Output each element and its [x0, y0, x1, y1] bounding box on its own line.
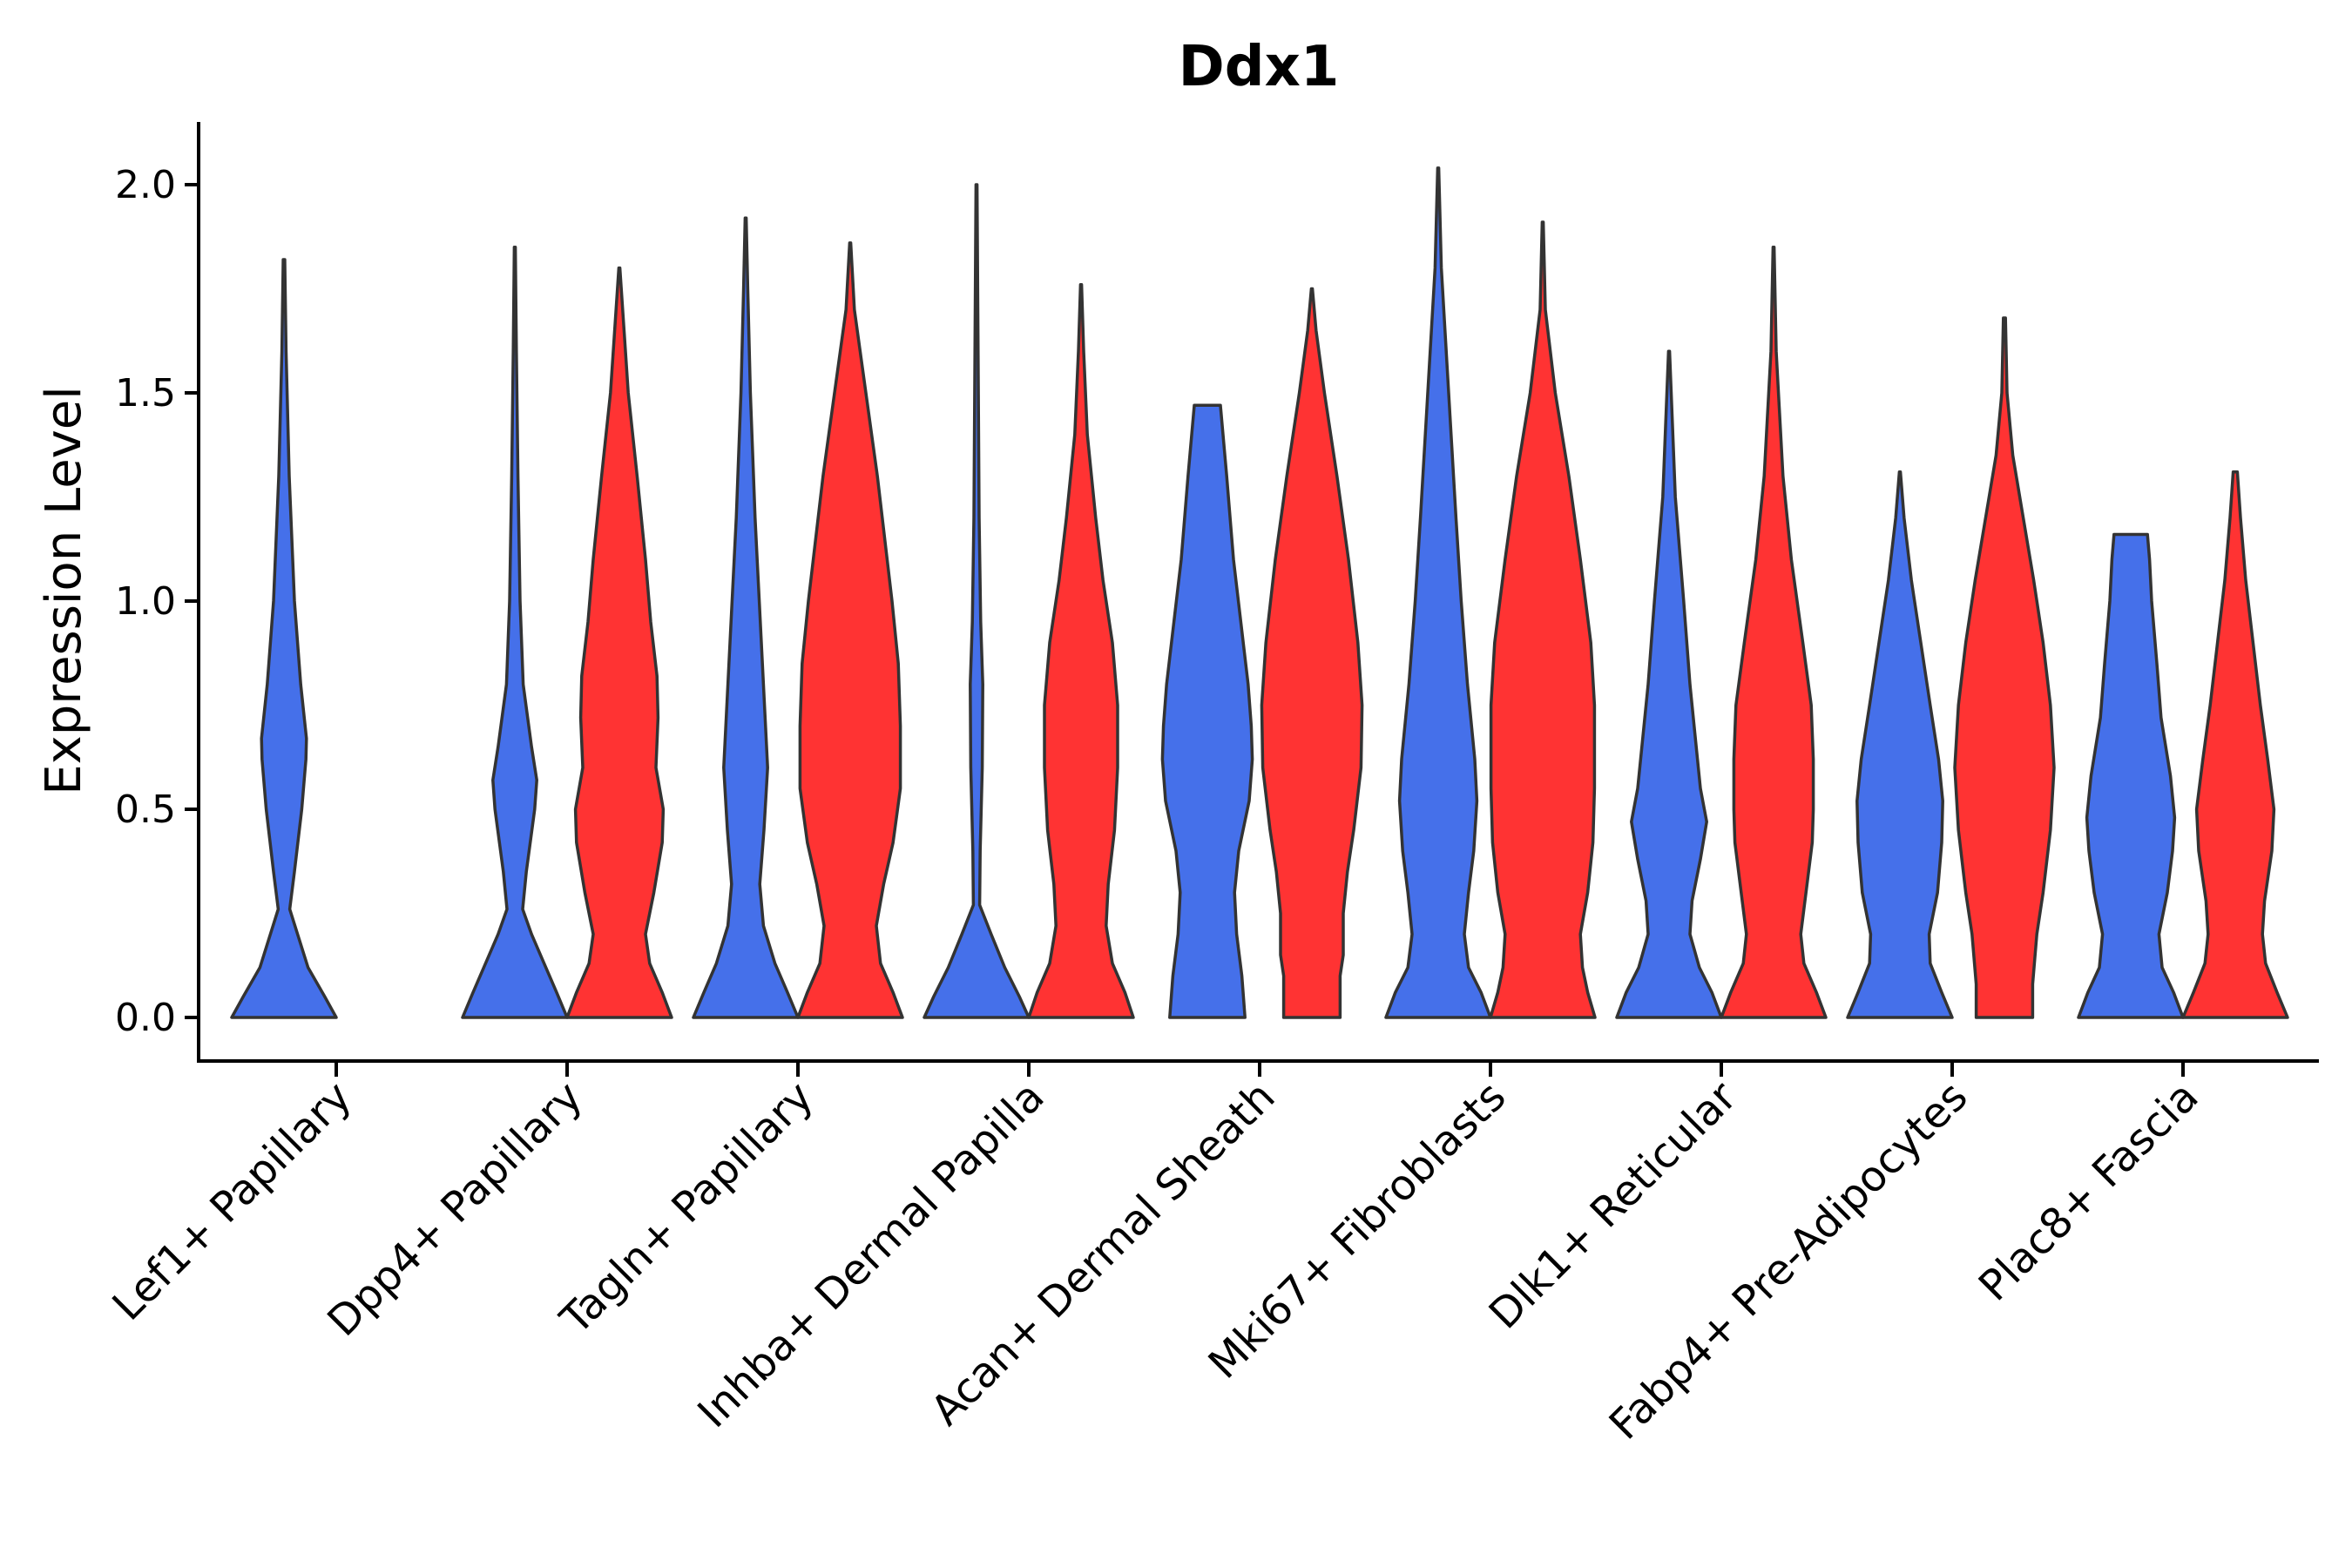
chart-title: Ddx1: [1179, 35, 1340, 99]
y-tick-label: 0.0: [115, 996, 176, 1040]
y-axis-label: Expression Level: [36, 386, 92, 795]
y-tick-label: 1.5: [115, 371, 176, 416]
y-axis-ticks: 0.0 0.5 1.0 1.5 2.0: [115, 163, 199, 1040]
violin-blue: [1160, 403, 1254, 1019]
violin-blue: [461, 245, 569, 1019]
violin-blue: [230, 258, 338, 1019]
violin-red: [1027, 282, 1135, 1019]
y-tick-label: 0.5: [115, 787, 176, 832]
x-category-label: Lef1+ Papillary: [104, 1072, 362, 1330]
violin-red: [1953, 316, 2056, 1019]
violin-blue: [1384, 166, 1492, 1019]
y-tick-label: 1.0: [115, 579, 176, 624]
violin-red: [565, 266, 673, 1019]
x-category-label: Dpp4+ Papillary: [318, 1072, 591, 1346]
y-tick-label: 2.0: [115, 163, 176, 207]
violin-red: [1489, 220, 1597, 1019]
violin-blue: [1846, 470, 1954, 1019]
violin-blue: [2077, 532, 2185, 1019]
x-category-label: Tagln+ Papillary: [551, 1072, 822, 1344]
violin-red: [2181, 470, 2289, 1019]
violin-blue: [692, 216, 800, 1019]
x-category-label: Dlk1+ Reticular: [1480, 1072, 1747, 1339]
x-category-label: Plac8+ Fascia: [1970, 1072, 2208, 1311]
violin-red: [1260, 287, 1364, 1019]
violin-red: [796, 241, 904, 1019]
violin-blue: [1615, 349, 1723, 1019]
violin-red: [1720, 245, 1828, 1019]
violin-layer: [230, 166, 2289, 1019]
violin-blue: [923, 183, 1031, 1019]
